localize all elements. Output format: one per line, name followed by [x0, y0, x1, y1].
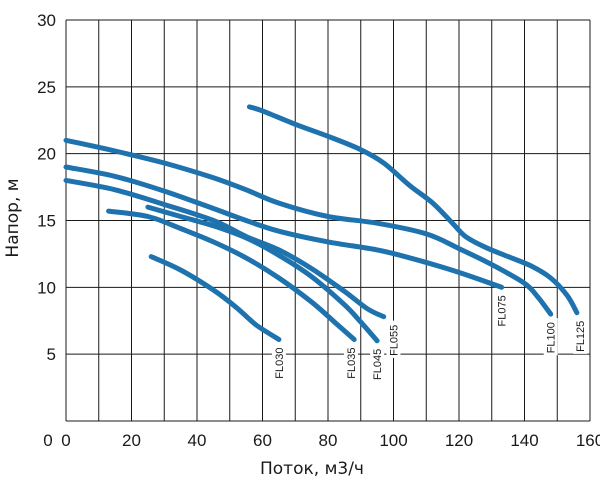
x-tick-label: 20: [122, 431, 141, 450]
y-tick-label: 15: [37, 212, 56, 231]
series-label-text: FL055: [389, 325, 401, 356]
x-tick-label: 160: [576, 431, 600, 450]
tick-labels: 0 20 40 60 80 100 120 140 160 5 10 15 20 25 30 0: [37, 11, 600, 450]
curve-fl125: [246, 104, 580, 316]
y-tick-label: 20: [37, 145, 56, 164]
series-label-text: FL045: [372, 349, 384, 380]
origin-tick-label: 0: [43, 431, 52, 450]
series-label-fl035: FL035: [343, 343, 358, 381]
series-label-text: FL030: [274, 347, 286, 378]
y-tick-label: 30: [37, 11, 56, 30]
y-tick-label: 25: [37, 78, 56, 97]
x-tick-label: 40: [188, 431, 207, 450]
series-label-fl075: FL075: [494, 291, 509, 329]
series-label-fl100: FL100: [543, 318, 558, 356]
y-tick-label: 10: [37, 278, 56, 297]
series-label-bg: [271, 343, 286, 381]
x-tick-label: 80: [319, 431, 338, 450]
series-label-bg: [370, 344, 385, 382]
series-labels: FL030 FL035 FL045 FL055 FL075 FL100 FL125: [271, 291, 588, 382]
curves: [63, 104, 580, 344]
series-label-bg: [343, 343, 358, 381]
series-label-fl055: FL055: [386, 320, 401, 358]
series-label-fl045: FL045: [370, 344, 385, 382]
grid: [65, 19, 591, 422]
curve-fl075: [63, 164, 505, 290]
y-axis-label: Напор, м: [3, 178, 23, 257]
curve-fl035: [106, 208, 357, 342]
curve-fl055: [63, 177, 387, 320]
series-label-text: FL075: [497, 295, 509, 326]
x-tick-label: 120: [445, 431, 473, 450]
curve-fl045: [145, 204, 380, 344]
series-label-bg: [494, 291, 509, 329]
curve-fl100: [63, 137, 554, 317]
x-tick-label: 60: [253, 431, 272, 450]
series-label-text: FL035: [346, 347, 358, 378]
x-tick-label: 140: [510, 431, 538, 450]
x-tick-label: 0: [61, 431, 70, 450]
series-label-text: FL125: [575, 321, 587, 352]
curve-fl030: [148, 254, 282, 342]
y-tick-label: 5: [47, 345, 56, 364]
series-label-text: FL100: [546, 322, 558, 353]
series-label-bg: [543, 318, 558, 356]
series-label-fl030: FL030: [271, 343, 286, 381]
series-label-bg: [386, 320, 401, 358]
x-axis-label: Поток, м3/ч: [260, 459, 364, 479]
x-tick-label: 100: [379, 431, 407, 450]
series-label-fl125: FL125: [573, 316, 588, 354]
series-label-bg: [573, 316, 588, 354]
